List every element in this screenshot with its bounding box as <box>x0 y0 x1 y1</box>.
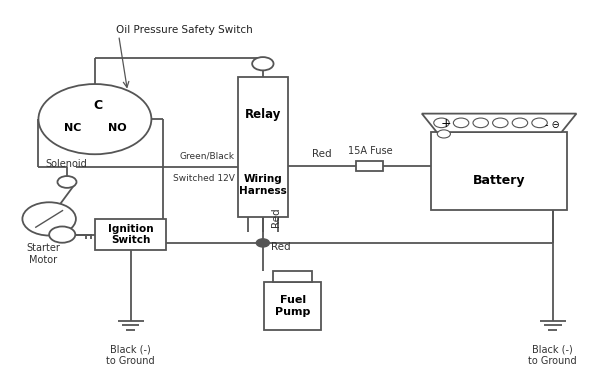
Circle shape <box>473 118 488 128</box>
FancyBboxPatch shape <box>273 271 312 282</box>
Circle shape <box>437 130 451 138</box>
Text: Solenoid: Solenoid <box>45 159 86 170</box>
FancyBboxPatch shape <box>238 76 288 217</box>
Circle shape <box>22 202 76 236</box>
Text: 15A Fuse: 15A Fuse <box>347 146 392 156</box>
Text: Starter
Motor: Starter Motor <box>26 243 60 264</box>
Text: +: + <box>440 117 451 130</box>
Text: Battery: Battery <box>473 174 526 187</box>
Circle shape <box>252 57 274 70</box>
FancyBboxPatch shape <box>431 132 568 210</box>
Text: Black (-)
to Ground: Black (-) to Ground <box>529 345 577 366</box>
Text: Oil Pressure Safety Switch: Oil Pressure Safety Switch <box>116 26 253 36</box>
Circle shape <box>434 118 449 128</box>
Text: Red: Red <box>271 207 281 227</box>
Text: Red: Red <box>313 149 332 159</box>
FancyBboxPatch shape <box>95 219 166 250</box>
Text: C: C <box>94 99 103 112</box>
Text: Wiring
Harness: Wiring Harness <box>239 174 287 195</box>
FancyBboxPatch shape <box>356 160 383 171</box>
Text: Switched 12V: Switched 12V <box>173 174 235 183</box>
Text: Red: Red <box>271 242 290 252</box>
Circle shape <box>38 84 151 154</box>
Circle shape <box>256 239 269 247</box>
Text: NO: NO <box>108 123 127 134</box>
Circle shape <box>512 118 527 128</box>
Text: - ⊖: - ⊖ <box>545 120 560 130</box>
Text: Black (-)
to Ground: Black (-) to Ground <box>106 345 155 366</box>
Text: Ignition
Switch: Ignition Switch <box>108 224 154 245</box>
Text: Green/Black: Green/Black <box>179 152 235 160</box>
Circle shape <box>49 226 75 243</box>
Text: NC: NC <box>64 123 81 134</box>
Text: Relay: Relay <box>245 108 281 121</box>
Circle shape <box>58 176 76 188</box>
Polygon shape <box>422 114 577 132</box>
FancyBboxPatch shape <box>265 282 321 330</box>
Text: Fuel
Pump: Fuel Pump <box>275 295 310 316</box>
Circle shape <box>493 118 508 128</box>
Circle shape <box>454 118 469 128</box>
Circle shape <box>532 118 547 128</box>
